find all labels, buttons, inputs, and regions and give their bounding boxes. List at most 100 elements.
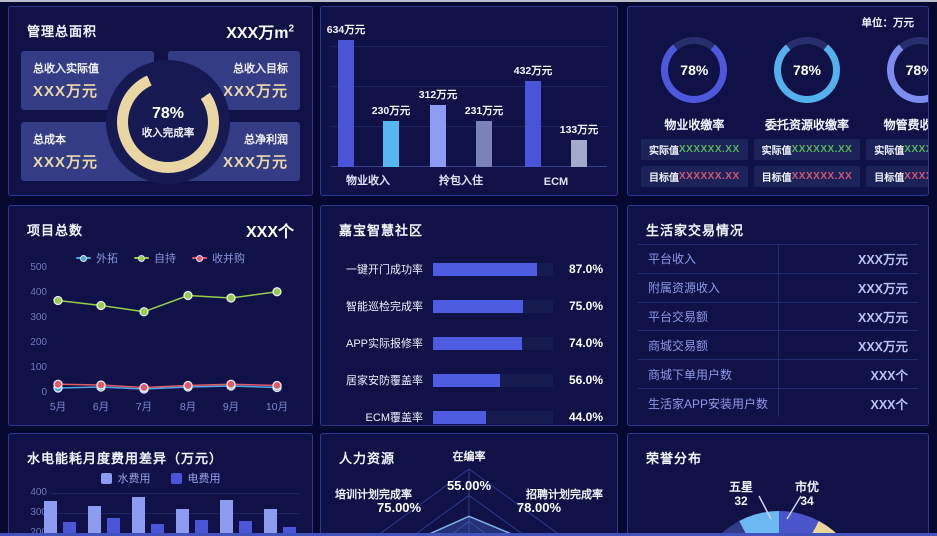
gauge-label: 物业收缴率 [664,118,725,132]
y-tick: 500 [30,262,47,273]
bar-income-5: 133万元 [549,122,609,167]
target-value: XXXXXX.XX [904,171,928,182]
bar [571,140,587,167]
legend-marker [192,254,207,262]
hbar-row-home-security: 居家安防覆盖率 56.0% [335,373,603,387]
bar-utility [195,520,208,536]
income-completion-donut: 78% 收入完成率 [106,60,230,184]
bar-income-1: 230万元 [361,103,421,167]
bar-utility [239,521,252,536]
row-label: 附属资源收入 [648,281,721,296]
hbar-fill [433,262,538,276]
gauge-center: 78% [893,44,928,96]
bar [383,121,399,167]
bar-utility [176,509,189,536]
hbar-percent: 56.0% [568,373,603,387]
gauge-percent: 78% [792,62,821,78]
bar-value-label: 634万元 [326,24,366,36]
radar-axis-label-right: 招聘计划完成率 [526,489,603,501]
gauge-ring: 78% [661,37,728,103]
y-tick: 300 [30,312,47,323]
hbar-track [433,373,553,387]
x-tick: 8月 [179,401,197,413]
target-label: 目标值 [761,173,792,184]
stat-value: XXX万元 [33,83,99,100]
gauge-property-collection: 78% 物业收缴率 实际值 XXXXXX.XX 目标值 XXXXXX.XX [638,37,751,187]
x-tick: 7月 [135,401,153,413]
hbar-label: 一键开门成功率 [346,264,423,276]
gauge-label: 委托资源收缴率 [764,118,849,132]
bar-utility [283,527,296,536]
gridline [51,493,300,494]
row-value: XXX万元 [857,339,908,354]
bar-utility [44,501,57,536]
target-value: XXXXXX.XX [679,171,740,182]
panel-title: 水电能耗月度费用差异（万元） [27,451,224,466]
panel-lifestyle-trading: 生活家交易情况 平台收入 XXX万元 附属资源收入 XXX万元 平台交易额 XXX万元… [627,205,929,426]
y-tick: 300 [30,507,47,518]
bar-income-4: 432万元 [503,63,563,167]
gauge-percent: 78% [905,62,928,78]
slice-value: 34 [800,494,814,508]
legend-label: 外拓 [96,253,118,265]
legend-marker [76,254,91,262]
legend-label: 收并购 [212,253,245,265]
panel-smart-community: 嘉宝智慧社区 一键开门成功率 87.0% 智能巡检完成率 75.0% APP实际报修… [320,205,618,426]
legend-label: 电费用 [187,473,221,485]
panel-title: 嘉宝智慧社区 [339,223,424,238]
gridline [331,46,607,47]
legend-item-zichi: 自持 [134,250,176,266]
y-tick: 400 [30,487,47,498]
row-label: 商城交易额 [648,338,709,353]
radar-axis-label-top: 在编率 [452,451,486,463]
table-row: 商城下单用户数 XXX个 [638,359,918,388]
bar-income-3: 231万元 [454,103,514,167]
legend-item-waituo: 外拓 [76,250,118,266]
hbar-track [433,299,553,313]
bottom-edge-line [0,533,937,536]
stat-value: XXX万元 [222,154,288,171]
donut-center: 78% 收入完成率 [128,82,208,162]
bar-utility [132,497,145,536]
hbar-fill [433,336,522,350]
gauge-percent: 78% [680,62,709,78]
hbar-label: ECM覆盖率 [365,412,423,424]
table-row: 商城交易额 XXX万元 [638,330,918,359]
panel-honor-distribution: 荣誉分布 五星 32 市优 34 [627,433,929,536]
legend-dot [80,254,87,262]
row-label: 生活家APP安装用户数 [648,396,769,411]
bar-income-0: 634万元 [321,22,376,167]
donut-caption: 收入完成率 [141,126,195,139]
category-label: 物业收入 [346,175,390,187]
hbar-fill [433,373,501,387]
hbar-fill [433,410,486,424]
pie-label-city-excellent: 市优 34 [785,480,829,508]
radar-axis-value-left: 75.00% [377,500,422,515]
panel-management-area: 管理总面积 XXX万m2 总收入实际值 XXX万元 总收入目标 XXX万元 总成… [8,6,313,196]
bar-utility [107,518,120,536]
unit-note: 单位：万元 [861,17,915,29]
y-tick: 0 [41,387,47,398]
gauge-label: 物管费收缴率 [883,118,928,132]
line-legend: 外拓 自持 收并购 [9,250,312,266]
row-value: XXX万元 [857,253,908,268]
gauge-row: 78% 物业收缴率 实际值 XXXXXX.XX 目标值 XXXXXX.XX 78% … [638,37,928,187]
bar-value-label: 231万元 [464,105,504,117]
bar-value-label: 432万元 [513,65,553,77]
gridline [331,126,607,127]
table-row: 平台收入 XXX万元 [638,244,918,273]
gauge-center: 78% [780,44,833,96]
stat-card-total-income-target: 总收入目标 XXX万元 [167,51,300,110]
target-label: 目标值 [649,173,679,184]
pie-callout-lines [758,495,802,520]
category-label: 拎包入住 [439,175,483,187]
bar [338,40,354,167]
bar-value-label: 230万元 [371,105,411,117]
actual-value: XXXXXX.XX [904,144,928,155]
row-value: XXX个 [870,397,908,412]
hbar-label: 智能巡检完成率 [346,301,423,313]
total-area-text: XXX万m [226,25,289,42]
